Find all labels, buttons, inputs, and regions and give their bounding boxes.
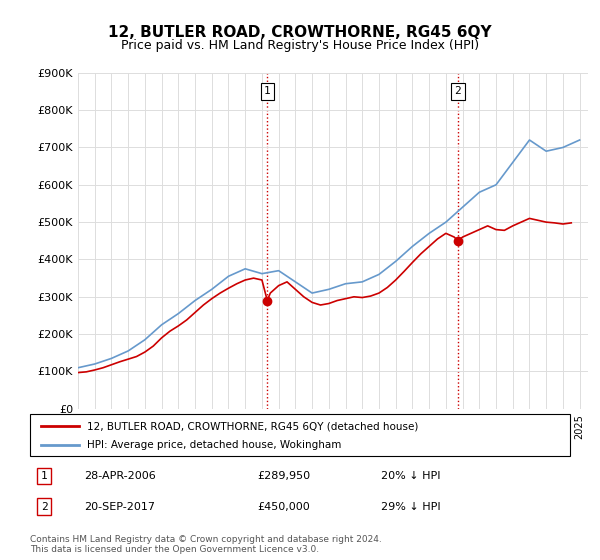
Text: 28-APR-2006: 28-APR-2006 <box>84 471 156 481</box>
Text: 1: 1 <box>264 86 271 96</box>
Text: 2: 2 <box>455 86 461 96</box>
FancyBboxPatch shape <box>30 414 570 456</box>
Text: HPI: Average price, detached house, Wokingham: HPI: Average price, detached house, Woki… <box>86 440 341 450</box>
Text: 20% ↓ HPI: 20% ↓ HPI <box>381 471 440 481</box>
Text: 20-SEP-2017: 20-SEP-2017 <box>84 502 155 512</box>
Text: Price paid vs. HM Land Registry's House Price Index (HPI): Price paid vs. HM Land Registry's House … <box>121 39 479 52</box>
Text: 12, BUTLER ROAD, CROWTHORNE, RG45 6QY (detached house): 12, BUTLER ROAD, CROWTHORNE, RG45 6QY (d… <box>86 421 418 431</box>
Text: 29% ↓ HPI: 29% ↓ HPI <box>381 502 440 512</box>
Text: £289,950: £289,950 <box>257 471 310 481</box>
Text: 1: 1 <box>41 471 47 481</box>
Text: £450,000: £450,000 <box>257 502 310 512</box>
Text: 12, BUTLER ROAD, CROWTHORNE, RG45 6QY: 12, BUTLER ROAD, CROWTHORNE, RG45 6QY <box>108 25 492 40</box>
Text: Contains HM Land Registry data © Crown copyright and database right 2024.
This d: Contains HM Land Registry data © Crown c… <box>30 535 382 554</box>
Text: 2: 2 <box>41 502 47 512</box>
